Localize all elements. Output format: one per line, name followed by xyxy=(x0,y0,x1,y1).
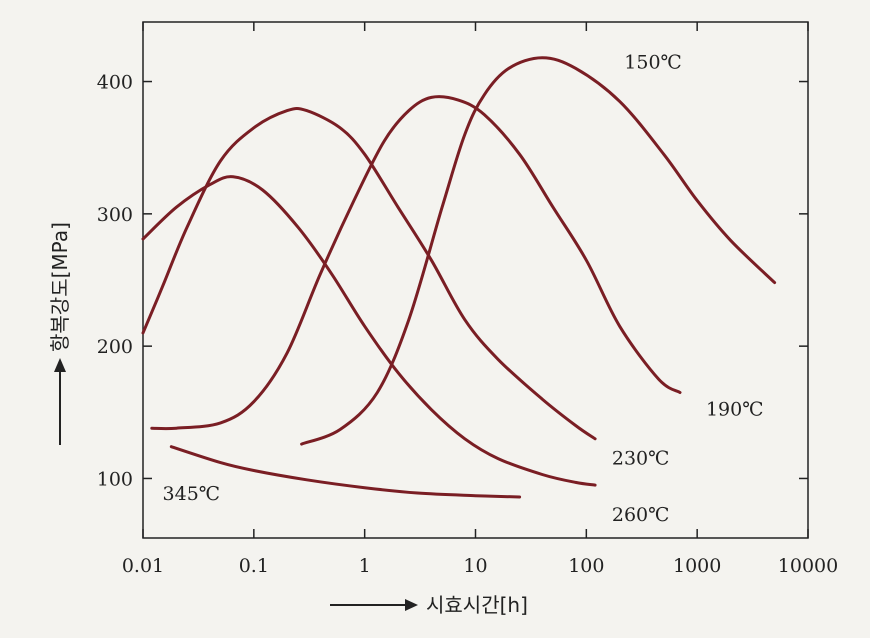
y-tick-label: 300 xyxy=(97,204,133,226)
y-tick-label: 100 xyxy=(97,468,133,490)
x-tick-label: 0.1 xyxy=(239,555,269,577)
series-line xyxy=(169,445,522,499)
x-tick-label: 10000 xyxy=(778,555,838,577)
x-axis-arrow-head xyxy=(405,599,418,611)
series-lines xyxy=(141,56,777,499)
x-tick-label: 10 xyxy=(463,555,487,577)
y-axis-label-group: 항복강도[MPa] xyxy=(48,222,72,445)
y-axis: 100 200 300 400 xyxy=(97,72,808,490)
series-label: 345℃ xyxy=(163,483,221,505)
series-label: 150℃ xyxy=(624,52,682,74)
x-tick-label: 1 xyxy=(359,555,371,577)
x-tick-label: 0.01 xyxy=(122,555,164,577)
series-label: 190℃ xyxy=(706,398,764,420)
y-tick-label: 400 xyxy=(97,72,133,94)
x-axis-label: 시효시간[h] xyxy=(426,593,528,617)
x-tick-label: 100 xyxy=(568,555,604,577)
x-axis-label-group: 시효시간[h] xyxy=(330,593,528,617)
plot-area xyxy=(142,21,809,539)
series-line xyxy=(141,175,597,487)
y-axis-label: 항복강도[MPa] xyxy=(48,222,72,352)
series-labels: 150℃ 190℃ 230℃ 260℃ 345℃ xyxy=(163,52,764,526)
series-label: 230℃ xyxy=(612,447,670,469)
y-tick-label: 200 xyxy=(97,336,133,358)
x-axis: 0.01 0.1 1 10 100 1000 10000 xyxy=(122,22,838,577)
series-line xyxy=(141,107,597,441)
series-label: 260℃ xyxy=(612,504,670,526)
series-line xyxy=(150,95,682,431)
x-tick-label: 1000 xyxy=(673,555,721,577)
y-axis-arrow-head xyxy=(54,358,66,372)
series-line xyxy=(300,56,777,446)
plot-frame xyxy=(142,21,809,539)
